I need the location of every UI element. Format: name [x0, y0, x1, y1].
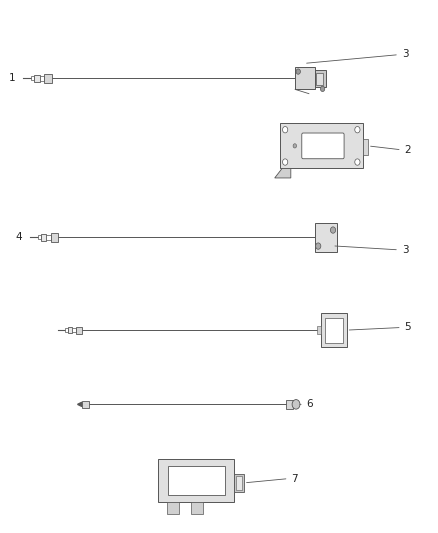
- Bar: [50, 233, 58, 241]
- Bar: [35, 75, 40, 82]
- Circle shape: [296, 69, 300, 74]
- Circle shape: [283, 159, 288, 165]
- Bar: [44, 74, 52, 83]
- Bar: [76, 327, 82, 334]
- Circle shape: [293, 144, 297, 148]
- Circle shape: [355, 126, 360, 133]
- Bar: [236, 476, 242, 490]
- Bar: [82, 401, 89, 408]
- Bar: [295, 67, 315, 90]
- Bar: [38, 235, 41, 239]
- Circle shape: [292, 400, 300, 409]
- Text: 1: 1: [9, 73, 16, 83]
- Circle shape: [316, 243, 321, 249]
- FancyBboxPatch shape: [302, 133, 344, 159]
- Bar: [158, 459, 234, 503]
- Bar: [325, 318, 343, 343]
- Circle shape: [283, 126, 288, 133]
- Bar: [67, 327, 72, 333]
- Circle shape: [321, 86, 325, 92]
- Bar: [321, 313, 346, 348]
- Bar: [168, 466, 225, 495]
- Bar: [31, 76, 35, 80]
- Text: 3: 3: [335, 245, 408, 255]
- Bar: [286, 400, 293, 409]
- Text: 7: 7: [291, 474, 297, 483]
- Circle shape: [355, 159, 360, 165]
- Bar: [234, 474, 244, 491]
- Text: 4: 4: [15, 232, 22, 243]
- Bar: [40, 76, 44, 81]
- Bar: [315, 70, 325, 87]
- Polygon shape: [78, 402, 82, 407]
- Bar: [363, 139, 368, 155]
- Text: 5: 5: [404, 322, 410, 333]
- Bar: [46, 235, 50, 240]
- Bar: [317, 73, 323, 85]
- Bar: [280, 123, 363, 168]
- Bar: [72, 328, 76, 333]
- Text: 2: 2: [404, 145, 410, 155]
- Text: 3: 3: [307, 49, 408, 63]
- Bar: [41, 233, 46, 241]
- Bar: [65, 328, 67, 332]
- Bar: [191, 503, 203, 514]
- Polygon shape: [275, 168, 291, 178]
- Bar: [315, 223, 336, 252]
- Text: 6: 6: [306, 399, 313, 409]
- Bar: [317, 326, 321, 334]
- Bar: [167, 503, 179, 514]
- Circle shape: [330, 227, 336, 233]
